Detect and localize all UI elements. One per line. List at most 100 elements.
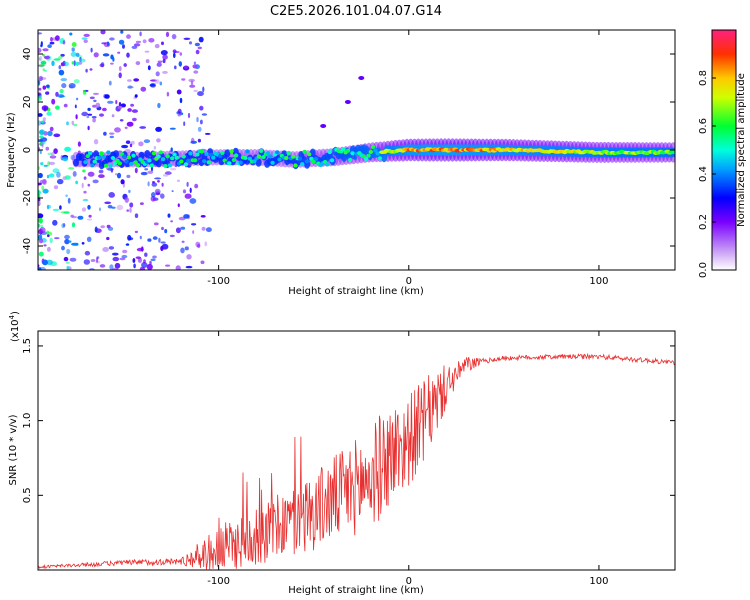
spectrogram-noise-point xyxy=(38,172,43,179)
spectrogram-noise-point xyxy=(48,161,56,165)
spectrogram-noise-point xyxy=(159,81,163,86)
spectrogram-noise-point xyxy=(169,127,176,130)
spectrogram-noise-point xyxy=(42,85,47,90)
spectrogram-noise-point xyxy=(131,109,138,113)
spectrogram-noise-point xyxy=(71,61,75,65)
spectrogram-band-cell xyxy=(73,158,79,167)
spectrogram-noise-point xyxy=(62,40,66,45)
spectrogram-noise-point xyxy=(110,62,114,65)
spectrogram-noise-point xyxy=(39,149,42,155)
spectrogram-noise-point xyxy=(87,107,91,111)
spectrogram-noise-point xyxy=(172,49,177,53)
spectrogram-noise-point xyxy=(68,83,76,89)
spectrogram-noise-point xyxy=(191,137,195,144)
spectrogram-noise-point xyxy=(76,97,79,101)
spectrogram-noise-point xyxy=(147,238,152,242)
spectrogram-noise-point xyxy=(161,226,164,231)
spectrogram-noise-point xyxy=(193,70,199,74)
spectrogram-noise-point xyxy=(189,84,196,88)
spectrogram-noise-point xyxy=(120,103,127,108)
spectrogram-noise-point xyxy=(38,251,44,257)
spectrogram-noise-point xyxy=(65,194,68,197)
spectrogram-noise-point xyxy=(126,52,130,58)
spectrogram-noise-point xyxy=(94,226,98,233)
spectrogram-noise-point xyxy=(47,130,53,137)
spectrogram-core-cell xyxy=(218,154,223,159)
spectrogram-noise-point xyxy=(39,227,46,234)
spectrogram-noise-point xyxy=(161,41,164,46)
spectrogram-noise-point xyxy=(124,197,129,203)
spectrogram-noise-point xyxy=(139,235,142,240)
spectrogram-noise-point xyxy=(86,115,90,119)
spectrogram-noise-point xyxy=(38,213,44,219)
spectrogram-noise-point xyxy=(134,94,138,98)
spectrogram-core-cell xyxy=(195,152,200,157)
spectrogram-noise-point xyxy=(98,174,105,179)
spectrogram-noise-point xyxy=(42,259,48,266)
spectrogram-noise-point xyxy=(187,112,191,119)
spectrogram-noise-point xyxy=(118,102,122,107)
spectrogram-noise-point xyxy=(111,206,116,209)
snr-x-tick-label: 100 xyxy=(589,576,608,587)
spectrogram-noise-point xyxy=(107,226,114,231)
spectrogram-noise-point xyxy=(61,245,65,251)
spectrogram-noise-point xyxy=(81,207,87,212)
spectrogram-core-cell xyxy=(151,151,157,156)
spectrogram-noise-point xyxy=(49,237,53,244)
spectrogram-noise-point xyxy=(58,65,62,70)
spectrogram-image xyxy=(38,30,675,270)
spectrogram-noise-point xyxy=(43,244,47,247)
spectrogram-noise-point xyxy=(135,40,141,44)
spectrogram-core-cell xyxy=(277,157,282,162)
spectrogram-noise-point xyxy=(99,264,106,268)
spectrogram-noise-point xyxy=(112,57,115,62)
spectrogram-noise-point xyxy=(193,61,196,65)
spectrogram-noise-point xyxy=(107,100,114,104)
spectrogram-noise-point xyxy=(148,38,155,43)
spectrogram-noise-point xyxy=(130,140,135,145)
spectrogram-noise-point xyxy=(42,68,45,72)
spectrogram-core-cell xyxy=(117,161,123,166)
spectrogram-noise-point xyxy=(60,211,67,214)
spectrogram-noise-point xyxy=(38,198,41,202)
spectrogram-noise-point xyxy=(38,193,41,199)
spectrogram-noise-point xyxy=(202,86,205,93)
spectrogram-noise-point xyxy=(177,203,180,207)
spectrogram-y-tick-label: -20 xyxy=(22,190,33,206)
spectrogram-noise-point xyxy=(102,53,110,57)
spectrogram-x-ticks: -100 0 100 xyxy=(207,30,608,287)
spectrogram-band-cell xyxy=(155,159,162,168)
spectrogram-noise-point xyxy=(87,183,91,187)
spectrogram-core-cell xyxy=(192,158,198,163)
spectrogram-noise-point xyxy=(147,65,151,71)
spectrogram-noise-point xyxy=(126,34,131,39)
spectrogram-noise-point xyxy=(38,146,41,152)
spectrogram-noise-point xyxy=(154,79,160,84)
spectrogram-core-cell xyxy=(122,154,127,159)
spectrogram-noise-point xyxy=(143,139,151,144)
spectrogram-noise-point xyxy=(170,167,177,171)
colorbar-label: Normalized spectral amplitude xyxy=(736,73,747,227)
spectrogram-noise-point xyxy=(78,58,86,63)
spectrogram-core-cell xyxy=(350,151,355,156)
spectrogram-noise-point xyxy=(204,241,208,247)
spectrogram-noise-point xyxy=(117,105,123,109)
spectrogram-noise-point xyxy=(129,207,132,213)
spectrogram-core-cell xyxy=(370,144,376,149)
spectrogram-noise-point xyxy=(54,237,60,240)
spectrogram-y-label: Frequency (Hz) xyxy=(6,112,17,188)
spectrogram-noise-point xyxy=(49,155,57,159)
spectrogram-noise-point xyxy=(127,85,133,89)
spectrogram-noise-point xyxy=(140,171,148,176)
spectrogram-noise-point xyxy=(150,258,156,262)
spectrogram-noise-point xyxy=(201,226,206,231)
spectrogram-noise-point xyxy=(185,265,193,269)
snr-y-multiplier: (x104) xyxy=(8,311,21,342)
spectrogram-noise-point xyxy=(53,185,59,190)
spectrogram-noise-point xyxy=(38,94,42,98)
snr-y-tick-label: 1.5 xyxy=(22,338,33,354)
spectrogram-noise-point xyxy=(151,192,156,198)
spectrogram-noise-point xyxy=(84,250,91,256)
spectrogram-noise-point xyxy=(162,58,166,64)
